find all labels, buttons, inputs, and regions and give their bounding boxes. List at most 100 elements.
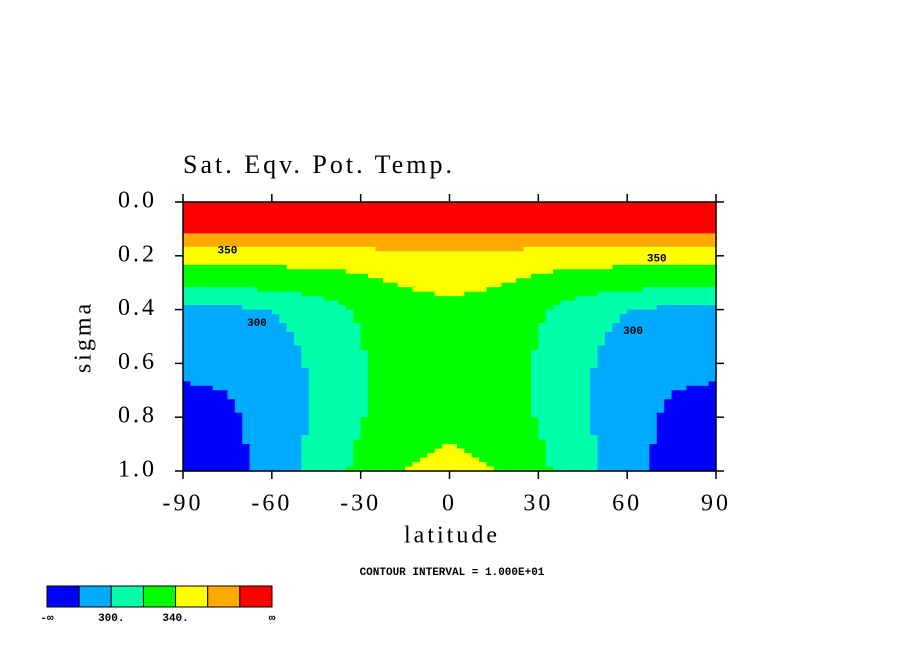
- contour-cell: [456, 385, 465, 391]
- contour-cell: [567, 457, 576, 463]
- contour-cell: [530, 466, 539, 472]
- contour-cell: [405, 336, 414, 342]
- contour-cell: [442, 228, 451, 234]
- contour-cell: [331, 426, 340, 432]
- contour-cell: [308, 448, 317, 454]
- contour-cell: [294, 255, 303, 261]
- contour-cell: [641, 206, 650, 212]
- contour-cell: [227, 300, 236, 306]
- contour-cell: [479, 340, 488, 347]
- contour-cell: [205, 340, 214, 347]
- contour-cell: [671, 219, 680, 226]
- contour-cell: [538, 228, 547, 234]
- contour-cell: [678, 246, 687, 252]
- contour-cell: [671, 251, 680, 257]
- contour-cell: [701, 255, 710, 261]
- contour-cell: [419, 336, 428, 342]
- contour-cell: [634, 399, 643, 405]
- contour-cell: [523, 242, 532, 248]
- contour-cell: [234, 282, 243, 288]
- contour-cell: [286, 327, 295, 333]
- contour-cell: [427, 228, 436, 234]
- contour-cell: [656, 237, 665, 243]
- contour-cell: [345, 367, 354, 373]
- contour-cell: [708, 296, 717, 302]
- contour-cell: [508, 287, 517, 293]
- contour-cell: [656, 367, 665, 373]
- contour-cell: [323, 260, 332, 266]
- contour-cell: [434, 206, 443, 212]
- contour-cell: [286, 206, 295, 212]
- contour-cell: [516, 358, 525, 364]
- contour-cell: [590, 372, 599, 378]
- contour-cell: [479, 354, 488, 360]
- contour-cell: [308, 412, 317, 418]
- contour-cell: [183, 291, 192, 297]
- contour-cell: [641, 439, 650, 445]
- contour-cell: [360, 417, 369, 423]
- contour-cell: [360, 237, 369, 243]
- contour-cell: [382, 287, 391, 293]
- contour-cell: [501, 394, 510, 400]
- contour-cell: [412, 363, 421, 369]
- contour-cell: [612, 210, 621, 217]
- contour-cell: [212, 282, 221, 288]
- contour-cell: [464, 430, 473, 436]
- contour-cell: [501, 314, 510, 320]
- contour-cell: [582, 206, 591, 212]
- contour-cell: [434, 318, 443, 324]
- contour-cell: [671, 206, 680, 212]
- contour-cell: [427, 260, 436, 266]
- contour-cell: [641, 421, 650, 427]
- contour-cell: [449, 421, 458, 427]
- contour-cell: [449, 228, 458, 234]
- contour-cell: [419, 363, 428, 369]
- contour-cell: [523, 260, 532, 266]
- contour-cell: [205, 246, 214, 252]
- contour-cell: [686, 453, 695, 459]
- contour-cell: [257, 376, 266, 382]
- contour-cell: [271, 403, 280, 409]
- contour-cell: [501, 399, 510, 405]
- contour-cell: [220, 403, 229, 409]
- contour-cell: [353, 363, 362, 369]
- contour-cell: [664, 269, 673, 275]
- contour-cell: [234, 367, 243, 373]
- contour-cell: [538, 332, 547, 338]
- contour-cell: [375, 264, 384, 270]
- contour-cell: [286, 363, 295, 369]
- contour-cell: [575, 269, 584, 275]
- contour-cell: [308, 237, 317, 243]
- contour-cell: [397, 224, 406, 230]
- contour-cell: [582, 381, 591, 387]
- contour-cell: [678, 462, 687, 468]
- contour-cell: [641, 287, 650, 293]
- contour-cell: [279, 291, 288, 297]
- contour-cell: [301, 224, 310, 230]
- contour-cell: [390, 376, 399, 382]
- contour-cell: [501, 282, 510, 288]
- contour-cell: [597, 399, 606, 405]
- contour-cell: [449, 260, 458, 266]
- contour-cell: [530, 332, 539, 338]
- contour-cell: [471, 332, 480, 338]
- contour-cell: [464, 251, 473, 257]
- contour-cell: [634, 421, 643, 427]
- contour-cell: [664, 372, 673, 378]
- contour-cell: [264, 233, 273, 239]
- contour-cell: [286, 246, 295, 252]
- contour-cell: [693, 363, 702, 369]
- contour-cell: [627, 367, 636, 373]
- contour-cell: [434, 453, 443, 459]
- contour-cell: [316, 390, 325, 396]
- contour-cell: [382, 340, 391, 347]
- contour-cell: [530, 318, 539, 324]
- contour-cell: [331, 327, 340, 333]
- contour-cell: [708, 314, 717, 320]
- contour-cell: [693, 453, 702, 459]
- contour-cell: [516, 453, 525, 459]
- contour-cell: [183, 390, 192, 396]
- contour-cell: [575, 462, 584, 468]
- contour-cell: [183, 237, 192, 243]
- contour-cell: [671, 453, 680, 459]
